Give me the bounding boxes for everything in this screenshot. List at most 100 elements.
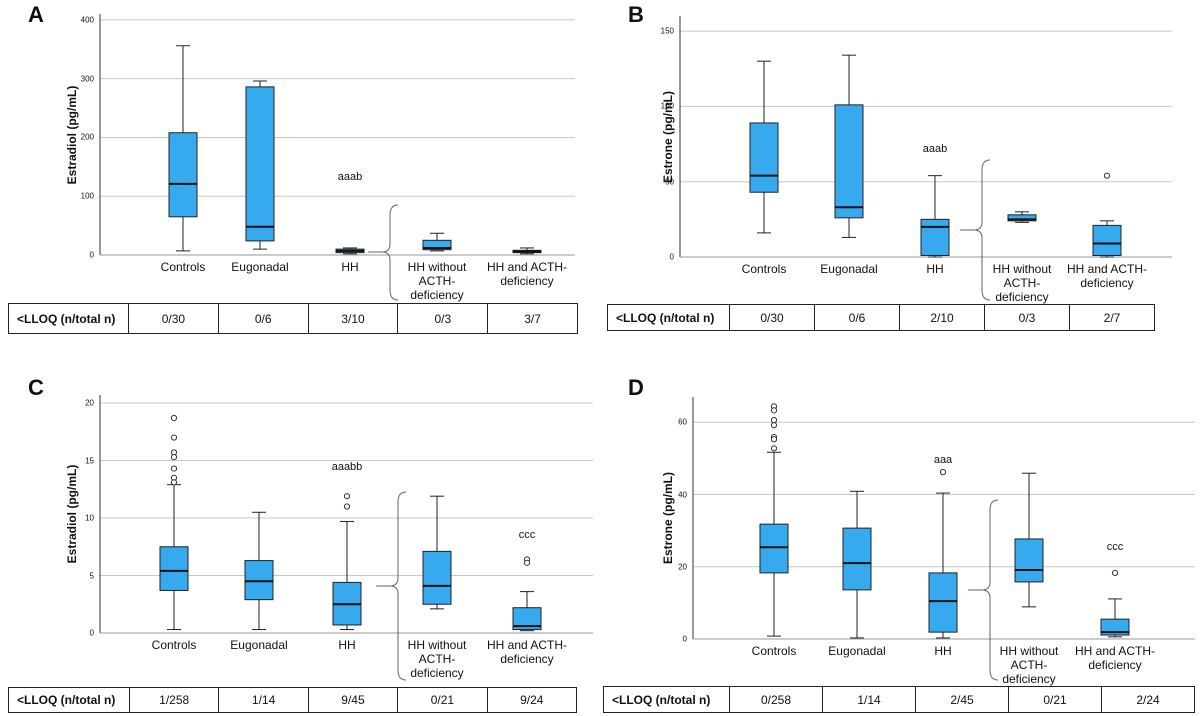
box	[159, 546, 189, 591]
outlier	[770, 422, 778, 429]
outlier	[1103, 172, 1111, 179]
x-tick-label: HH and ACTH-deficiency	[1066, 262, 1148, 290]
y-tick-label: 400	[80, 15, 94, 25]
x-tick-label: HH	[341, 260, 359, 274]
table-cell: 0/21	[397, 688, 486, 712]
box	[920, 218, 950, 256]
box	[422, 550, 452, 605]
outlier	[939, 469, 947, 476]
box	[842, 527, 872, 591]
y-tick-label: 60	[678, 417, 687, 427]
y-tick-label: 40	[678, 490, 687, 500]
box	[1007, 214, 1037, 222]
annotation: aaab	[337, 170, 363, 183]
y-tick-label: 15	[85, 456, 94, 466]
table-cell: 1/14	[822, 687, 915, 712]
box	[1092, 224, 1122, 256]
outlier	[170, 434, 178, 441]
table-cell: 0/258	[729, 687, 822, 712]
table-cell: 0/6	[217, 304, 308, 333]
y-axis-title: Estrone (pg/mL)	[661, 472, 675, 564]
table-header: <LLOQ (n/total n)	[616, 310, 715, 325]
outlier	[170, 465, 178, 472]
outlier	[170, 453, 178, 461]
lloq-table: <LLOQ (n/total n) 1/258 1/14 9/45 0/21 9/24	[8, 687, 577, 713]
box	[512, 607, 542, 631]
y-tick-label: 300	[80, 74, 94, 84]
box	[1014, 538, 1044, 583]
x-tick-label: HH and ACTH-deficiency	[486, 638, 568, 666]
y-tick-label: 0	[89, 250, 94, 260]
outlier	[343, 493, 351, 500]
x-tick-label: Eugonadal	[820, 262, 878, 276]
table-cell: 9/24	[486, 688, 576, 712]
y-tick-label: 100	[80, 191, 94, 201]
box	[168, 132, 198, 218]
annotation: aaab	[922, 142, 948, 155]
box	[928, 572, 958, 633]
x-tick-label: HH and ACTH-deficiency	[1074, 644, 1156, 672]
y-axis-title: Estradiol (pg/mL)	[65, 85, 79, 184]
x-tick-label: Eugonadal	[231, 260, 289, 274]
outlier	[770, 417, 778, 424]
panel-label: A	[28, 2, 44, 27]
table-cell: 0/30	[128, 304, 218, 333]
x-tick-label: Controls	[160, 260, 206, 274]
outlier	[770, 407, 778, 414]
y-tick-label: 100	[660, 101, 674, 111]
box	[1100, 618, 1130, 636]
outlier	[170, 479, 178, 486]
box	[244, 560, 274, 601]
panel-label: D	[628, 375, 644, 400]
y-tick-label: 20	[85, 398, 94, 408]
y-tick-label: 50	[665, 177, 674, 187]
y-axis-title: Estradiol (pg/mL)	[65, 464, 79, 564]
y-tick-label: 0	[682, 634, 687, 644]
x-tick-label: HH without ACTH-deficiency	[407, 638, 467, 680]
table-cell: 0/3	[984, 305, 1069, 330]
x-tick-label: Controls	[741, 262, 787, 276]
table-cell: 9/45	[307, 688, 397, 712]
annotation: aaa	[933, 454, 953, 467]
panel-label: B	[628, 2, 644, 27]
box	[245, 86, 275, 242]
box	[749, 122, 779, 193]
x-tick-label: HH	[338, 638, 356, 652]
outlier	[523, 559, 531, 566]
x-tick-label: Eugonadal	[828, 644, 886, 658]
box	[834, 104, 864, 219]
y-tick-label: 0	[669, 252, 674, 262]
y-tick-label: 150	[660, 26, 674, 36]
x-tick-label: Controls	[751, 644, 797, 658]
box	[759, 523, 789, 574]
annotation: aaabb	[331, 461, 363, 474]
lloq-table: <LLOQ (n/total n) 0/30 0/6 3/10 0/3 3/7	[8, 303, 578, 334]
y-tick-label: 20	[678, 562, 687, 572]
y-tick-label: 10	[85, 513, 94, 523]
box	[422, 239, 452, 251]
panel-label: C	[28, 375, 44, 400]
table-cell: 0/21	[1008, 687, 1101, 712]
table-cell: 0/3	[397, 304, 487, 333]
y-axis-title: Estrone (pg/mL)	[661, 90, 675, 183]
table-cell: 2/45	[915, 687, 1008, 712]
annotation: ccc	[1106, 541, 1124, 554]
y-tick-label: 5	[89, 571, 94, 580]
table-cell: 0/30	[729, 305, 814, 330]
table-header: <LLOQ (n/total n)	[17, 693, 116, 707]
outlier	[1111, 569, 1119, 577]
x-tick-label: Controls	[151, 638, 197, 652]
table-cell: 0/6	[814, 305, 899, 330]
table-cell: 3/7	[487, 304, 577, 333]
table-header: <LLOQ (n/total n)	[17, 311, 116, 326]
outlier	[770, 436, 778, 443]
lloq-table: <LLOQ (n/total n) 0/30 0/6 2/10 0/3 2/7	[607, 304, 1155, 331]
x-tick-label: HH and ACTH-deficiency	[486, 260, 568, 288]
annotation: ccc	[518, 529, 536, 542]
outlier	[170, 414, 178, 422]
x-tick-label: HH without ACTH-deficiency	[992, 262, 1052, 304]
table-cell: 2/10	[899, 305, 984, 330]
table-cell: 1/14	[218, 688, 307, 712]
